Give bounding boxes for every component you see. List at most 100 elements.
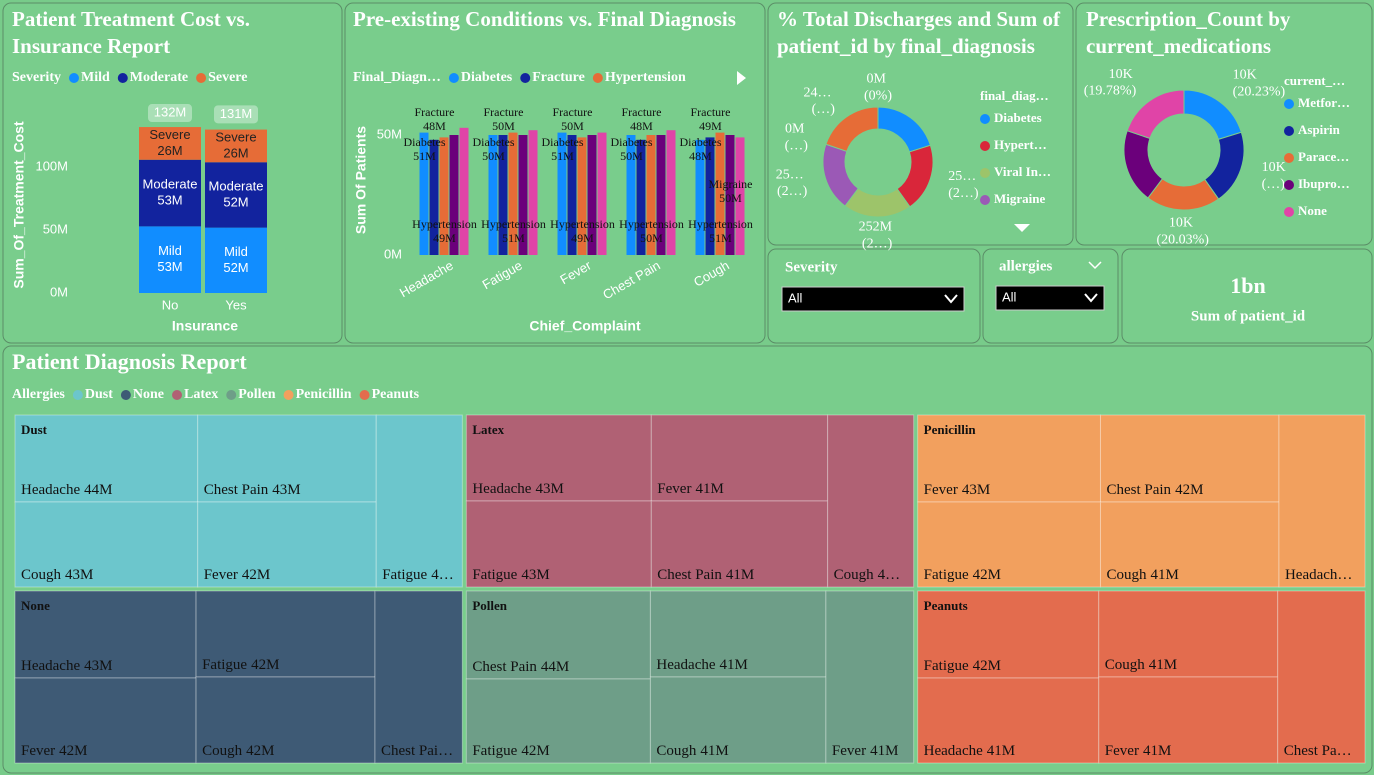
slicer-value[interactable]: All [788, 290, 803, 305]
treemap-label: Fatigue 4… [382, 567, 454, 583]
bar [695, 139, 705, 255]
slicer-dropdown[interactable] [781, 286, 965, 312]
treemap-cell [14, 414, 199, 503]
card-panel [1121, 248, 1373, 344]
chart-title: Patient Diagnosis Report [12, 349, 247, 374]
label-line: (2…) [777, 184, 808, 199]
legend-label: Viral In… [994, 164, 1051, 179]
treemap-label-value: 41M [1150, 567, 1178, 583]
legend-title: Severity [12, 70, 61, 85]
bar-segment [139, 159, 201, 227]
treemap-label: Chest Pain 44M [472, 659, 569, 675]
treemap-label: Headache 41M [656, 657, 747, 673]
treemap-label-name: Headach… [1285, 567, 1352, 583]
data-label: 252M (2…) [859, 220, 896, 252]
panel [344, 2, 766, 344]
treemap-label-name: Chest Pain [204, 482, 269, 498]
x-axis-title: Insurance [172, 318, 238, 334]
data-label-series: Diabetes [542, 135, 584, 149]
treemap-label-name: Fatigue [924, 567, 969, 583]
segment-series-label: Moderate [209, 178, 264, 193]
treemap-label: Fever 42M [204, 567, 271, 583]
treemap-label: Fatigue 42M [472, 743, 549, 759]
bar [419, 132, 429, 255]
data-label: 48M [423, 119, 446, 133]
treemap-label-value: 4… [431, 567, 454, 583]
data-label-series: Fracture [553, 105, 593, 119]
y-axis-title: Sum Of Patients [353, 126, 369, 234]
treemap-label-value: 42M [521, 743, 549, 759]
data-label-series: Hypertension [688, 217, 753, 231]
bar [449, 135, 459, 255]
treemap-label-name: Chest Pain [657, 567, 722, 583]
treemap-group-title: Pollen [472, 598, 507, 613]
slicer-dropdown[interactable] [995, 285, 1105, 311]
dropdown-chevron[interactable] [944, 294, 958, 304]
x-tick-label: No [162, 297, 179, 312]
legend-label: Aspirin [1298, 122, 1341, 137]
bar-segment [205, 227, 267, 293]
legend-scroll-arrow[interactable] [1014, 224, 1030, 232]
data-label: 25… (2…) [948, 169, 980, 201]
data-label: 51M [709, 231, 732, 245]
treemap-label: Fever 42M [21, 743, 88, 759]
y-tick-label: 0M [50, 284, 68, 299]
treemap-label-value: 42M [242, 567, 270, 583]
data-label-series: Fracture [484, 105, 524, 119]
treemap-cell [465, 678, 651, 764]
data-label: 50M [561, 119, 584, 133]
treemap-label-name: Cough [21, 567, 62, 583]
data-label: 48M [689, 149, 712, 163]
segment-series-label: Mild [158, 243, 182, 258]
treemap-label: Chest Pain 41M [657, 567, 754, 583]
legend-label: Diabetes [994, 110, 1042, 125]
treemap-label: Chest Pain 42M [1106, 482, 1203, 498]
data-label: 50M [640, 231, 663, 245]
total-label-bg [214, 105, 258, 124]
treemap-label-value: 42M [973, 658, 1001, 674]
bar-segment [139, 127, 201, 160]
treemap-label-name: Fatigue [382, 567, 427, 583]
donut-slice [825, 106, 879, 152]
treemap-label-name: Fever [1105, 743, 1139, 759]
legend-marker [980, 141, 990, 151]
legend-next-arrow[interactable] [737, 71, 746, 85]
bar-segment [139, 226, 201, 293]
treemap-label-name: Cough [202, 743, 243, 759]
legend-label: Ibupro… [1298, 176, 1350, 191]
bar [656, 135, 666, 255]
treemap-cell [917, 590, 1100, 679]
treemap-label-value: 41M [695, 481, 723, 497]
treemap-cell [827, 414, 915, 588]
data-label-series: Hypertension [619, 217, 684, 231]
legend-label: Penicillin [296, 387, 352, 402]
bar [567, 135, 577, 255]
treemap-cell [195, 676, 376, 764]
data-label: 24… (…) [803, 86, 835, 118]
slicer-value[interactable]: All [1002, 289, 1017, 304]
treemap-label-value: 4… [878, 567, 901, 583]
legend-label: Metfor… [1298, 95, 1350, 110]
treemap-label: Fatigue 42M [202, 657, 279, 673]
slicer-chevron[interactable] [1088, 261, 1102, 270]
treemap-cell [917, 414, 1101, 503]
treemap-label: Fever 43M [924, 482, 991, 498]
data-label: 26M [157, 143, 182, 158]
bar [498, 135, 508, 255]
treemap-cell [1098, 590, 1279, 678]
dropdown-chevron[interactable] [1084, 293, 1098, 303]
treemap-label: Chest Pa… [1284, 743, 1352, 759]
segment-series-label: Moderate [143, 176, 198, 191]
treemap-label-value: 42M [973, 567, 1001, 583]
treemap-label-value: 42M [251, 657, 279, 673]
legend-label: Latex [184, 387, 218, 402]
bar [725, 135, 735, 255]
legend-label: Hypert… [994, 137, 1047, 152]
data-label: 53M [157, 192, 182, 207]
data-label: 0M (0%) [864, 72, 892, 104]
treemap-label: Headache 43M [21, 658, 112, 674]
treemap-cell [374, 590, 463, 764]
legend-marker [1284, 99, 1294, 109]
legend-label: Fracture [532, 70, 585, 85]
